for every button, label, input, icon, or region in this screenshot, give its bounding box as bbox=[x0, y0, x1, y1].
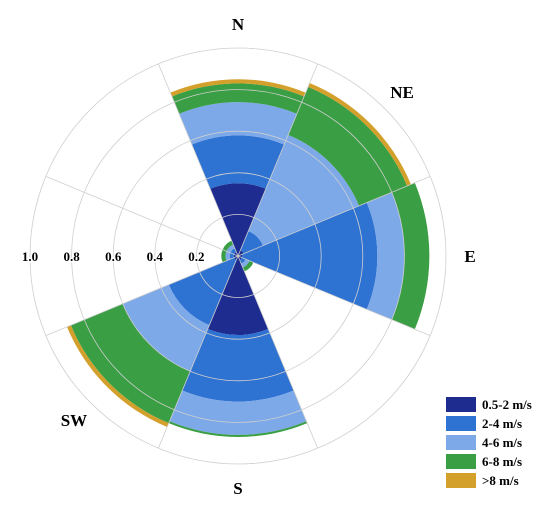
sector-n-series-2 bbox=[179, 102, 297, 145]
wind-sectors bbox=[66, 79, 430, 437]
grid-circle-3 bbox=[71, 89, 405, 423]
sector-se-series-0 bbox=[238, 256, 242, 260]
sector-e-series-2 bbox=[366, 192, 405, 320]
sector-nw-series-0 bbox=[234, 252, 238, 256]
legend-item: 6-8 m/s bbox=[446, 452, 546, 471]
sector-nw-series-1 bbox=[230, 248, 237, 255]
sector-sw-series-3 bbox=[70, 303, 191, 424]
sector-n-series-0 bbox=[210, 183, 266, 256]
legend-swatch bbox=[446, 397, 476, 412]
grid-spoke-1 bbox=[237, 176, 431, 257]
polar-grid bbox=[29, 47, 447, 465]
grid-circle-1 bbox=[154, 172, 322, 340]
sector-w-series-0 bbox=[233, 254, 238, 258]
sector-nw-series-3 bbox=[222, 240, 234, 252]
legend-label: 6-8 m/s bbox=[482, 453, 523, 469]
grid-circle-0 bbox=[195, 213, 280, 298]
radial-tick-labels: 0.2 0.4 0.6 0.8 1.0 bbox=[20, 248, 206, 266]
sector-nw-series-2 bbox=[226, 244, 235, 253]
sector-w-series-2 bbox=[225, 251, 231, 261]
sector-w-series-3 bbox=[221, 249, 227, 263]
legend-swatch bbox=[446, 454, 476, 469]
grid-circle-2 bbox=[112, 130, 364, 382]
sector-se-series-3 bbox=[242, 260, 254, 272]
sector-e-series-0 bbox=[238, 254, 243, 258]
sector-ne-series-0 bbox=[238, 250, 244, 256]
sector-n-series-1 bbox=[191, 135, 285, 189]
legend-swatch bbox=[446, 473, 476, 488]
radial-tick-label: 0.6 bbox=[105, 249, 122, 264]
sector-e-series-3 bbox=[391, 182, 430, 330]
legend-label: 4-6 m/s bbox=[482, 434, 523, 450]
legend-swatch bbox=[446, 416, 476, 431]
sector-sw-series-0 bbox=[234, 256, 238, 260]
sector-se-series-2 bbox=[241, 259, 250, 268]
legend-item: 4-6 m/s bbox=[446, 433, 546, 452]
sector-n-series-3 bbox=[171, 83, 305, 114]
grid-spoke-4 bbox=[158, 255, 239, 449]
grid-spoke-6 bbox=[45, 176, 239, 257]
sector-s-series-0 bbox=[207, 256, 269, 336]
radial-tick-label: 0.2 bbox=[188, 249, 204, 264]
grid-spoke-5 bbox=[45, 255, 239, 336]
legend-label: >8 m/s bbox=[482, 472, 519, 488]
sector-se-series-1 bbox=[239, 257, 246, 264]
sector-sw-series-1 bbox=[168, 257, 237, 326]
legend-swatch bbox=[446, 435, 476, 450]
sector-s-series-3 bbox=[168, 421, 308, 437]
legend-label: 0.5-2 m/s bbox=[482, 396, 532, 412]
direction-label-e: E bbox=[464, 247, 475, 266]
grid-circle-4 bbox=[29, 47, 447, 465]
grid-spoke-0 bbox=[237, 63, 318, 257]
direction-label-ne: NE bbox=[390, 83, 414, 102]
sector-ne-series-3 bbox=[288, 86, 408, 206]
sector-ne-series-2 bbox=[248, 134, 360, 246]
legend-item: 2-4 m/s bbox=[446, 414, 546, 433]
sector-w-series-1 bbox=[229, 252, 235, 260]
direction-label-s: S bbox=[233, 479, 242, 498]
direction-label-n: N bbox=[232, 15, 245, 34]
sector-s-series-1 bbox=[182, 329, 294, 402]
sector-n-series-4 bbox=[170, 79, 306, 97]
grid-spoke-7 bbox=[158, 63, 239, 257]
legend-label: 2-4 m/s bbox=[482, 415, 523, 431]
radial-tick-label: 1.0 bbox=[22, 249, 38, 264]
direction-label-sw: SW bbox=[61, 411, 87, 430]
sector-sw-series-2 bbox=[122, 284, 210, 372]
radial-tick-label: 0.4 bbox=[147, 249, 164, 264]
legend-item: >8 m/s bbox=[446, 471, 546, 490]
legend-item: 0.5-2 m/s bbox=[446, 395, 546, 414]
direction-labels: N NE E S SW bbox=[61, 15, 476, 498]
grid-spoke-2 bbox=[237, 255, 431, 336]
grid-spoke-3 bbox=[237, 255, 318, 449]
legend: 0.5-2 m/s 2-4 m/s 4-6 m/s 6-8 m/s >8 m/s bbox=[446, 395, 546, 490]
radial-tick-label: 0.8 bbox=[63, 249, 80, 264]
sector-s-series-2 bbox=[169, 390, 307, 435]
sector-e-series-1 bbox=[241, 202, 378, 310]
